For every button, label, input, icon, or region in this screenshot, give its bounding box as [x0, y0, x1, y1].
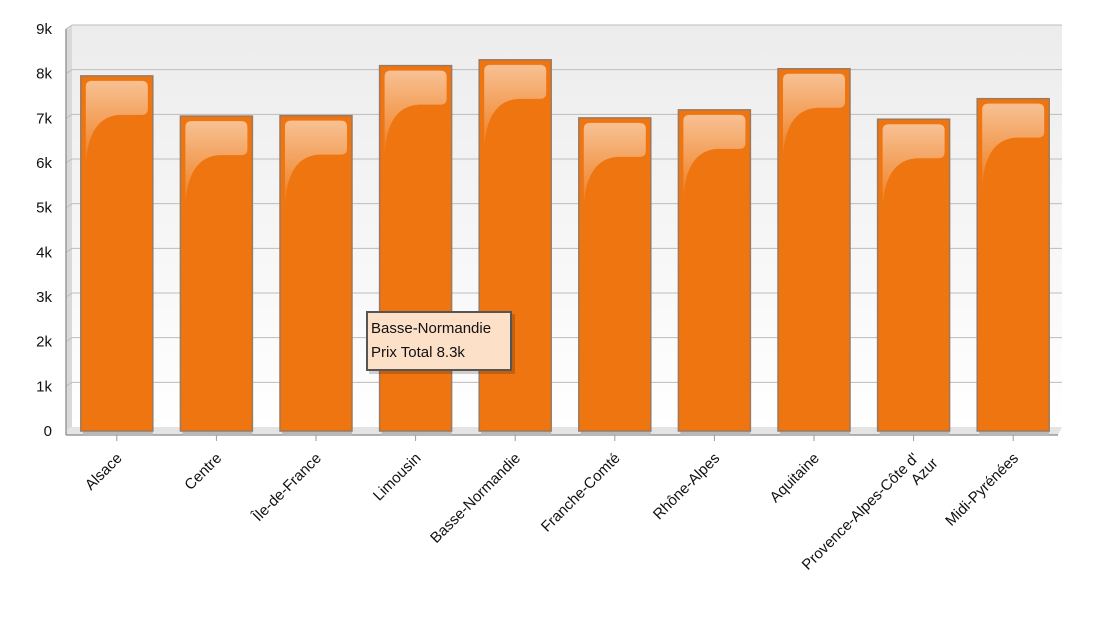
bar-body	[80, 75, 154, 432]
y-gridline-wall	[65, 381, 73, 387]
bar-base	[879, 430, 950, 436]
tooltip-value: Prix Total 8.3k	[371, 344, 465, 361]
y-tick-label: 8k	[36, 66, 52, 83]
y-gridline-wall	[65, 292, 73, 298]
x-tick-label: Rhône-Alpes	[650, 450, 723, 523]
y-tick-label: 3k	[36, 289, 52, 306]
bar-base	[780, 430, 850, 436]
y-gridline-wall	[65, 247, 73, 253]
bar-gloss	[185, 121, 248, 207]
bar-gloss	[683, 114, 746, 200]
x-tick-label: Alsace	[82, 450, 126, 494]
tooltip: Basse-Normandie Prix Total 8.3k	[366, 311, 512, 371]
bar-base	[680, 430, 751, 436]
bar[interactable]	[378, 64, 453, 436]
bar-base	[282, 430, 352, 436]
bar-gloss	[285, 120, 347, 206]
y-gridline-wall	[65, 337, 73, 343]
y-tick-label: 9k	[36, 21, 52, 38]
tooltip-title: Basse-Normandie	[371, 320, 492, 337]
bar-gloss	[982, 103, 1045, 189]
y-gridline-wall	[65, 203, 73, 209]
x-tick-label: Franche-Comté	[538, 450, 624, 536]
bar-base	[381, 430, 452, 436]
y-tick-label: 1k	[36, 378, 52, 395]
bar-gloss	[384, 70, 447, 156]
bar-base	[979, 430, 1050, 436]
x-tick-label: Aquitaine	[767, 450, 823, 506]
bar-gloss	[484, 64, 547, 150]
bar-base	[481, 430, 552, 436]
x-tick-label: Midi-Pyrénées	[942, 450, 1022, 530]
y-tick-label: 6k	[36, 155, 52, 172]
bar-gloss	[85, 80, 148, 166]
y-gridline-wall	[65, 24, 73, 30]
y-tick-label: 2k	[36, 334, 52, 351]
bar-body	[777, 68, 851, 432]
y-gridline-wall	[65, 69, 73, 75]
bar[interactable]	[677, 109, 752, 436]
bar-gloss	[583, 122, 646, 208]
plot-side-wall	[66, 25, 72, 431]
y-tick-label: 4k	[36, 244, 52, 261]
y-tick-label: 7k	[36, 110, 52, 127]
x-tick-label: Centre	[181, 450, 225, 494]
bar-body	[279, 114, 353, 432]
y-gridline-wall	[65, 113, 73, 119]
bar-base	[580, 430, 651, 436]
bar[interactable]	[578, 117, 652, 436]
bar[interactable]	[876, 118, 951, 436]
y-tick-label: 0	[44, 423, 52, 440]
bar-base	[182, 430, 253, 436]
x-tick-label: Basse-Normandie	[427, 450, 524, 547]
bar-base	[82, 430, 153, 436]
x-tick-label: Limousin	[370, 450, 424, 504]
bar[interactable]	[80, 75, 154, 436]
bar[interactable]	[478, 59, 552, 436]
x-tick-label: Île-de-France	[249, 450, 325, 526]
bar[interactable]	[279, 114, 353, 436]
bar[interactable]	[976, 97, 1050, 436]
bar-gloss	[783, 73, 845, 159]
y-tick-label: 5k	[36, 200, 52, 217]
y-gridline-wall	[65, 158, 73, 164]
bar[interactable]	[777, 68, 851, 436]
bar-gloss	[882, 124, 945, 210]
bar[interactable]	[179, 115, 254, 436]
